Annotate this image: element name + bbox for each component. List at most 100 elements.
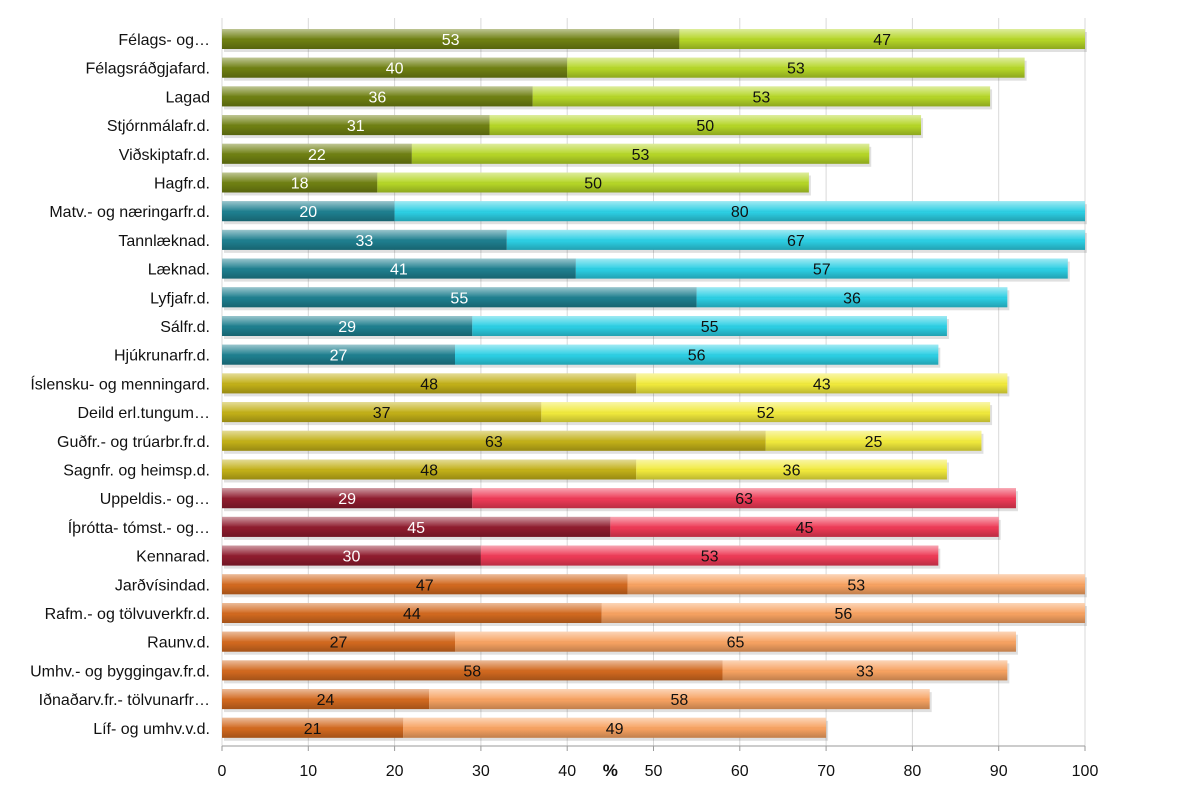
category-label: Læknad. xyxy=(148,262,210,279)
x-tick-label: 100 xyxy=(1072,763,1099,780)
category-label: Hjúkrunarfr.d. xyxy=(114,348,210,365)
value-label-series-2: 65 xyxy=(727,635,745,652)
value-label-series-2: 58 xyxy=(670,692,688,709)
bar-segment-1-shine xyxy=(222,516,611,537)
value-label-series-2: 53 xyxy=(847,577,865,594)
category-label: Rafm.- og tölvuverkfr.d. xyxy=(45,606,210,623)
bar-segment-2-shine xyxy=(455,631,1016,652)
category-label: Félags- og… xyxy=(118,32,210,49)
value-label-series-2: 36 xyxy=(843,290,861,307)
bar-segment-2-shine xyxy=(455,344,939,365)
bars: 53 47 40 53 36 53 31 50 22 53 18 50 20 80 33 67 41 57 55 36… xyxy=(222,29,1087,741)
value-label-series-1: 20 xyxy=(299,204,317,221)
bar-segment-1-shine xyxy=(222,459,637,480)
bar-segment-2-shine xyxy=(541,402,991,423)
category-label: Matv.- og næringarfr.d. xyxy=(49,204,210,221)
bar-segment-1-shine xyxy=(222,172,378,193)
value-label-series-2: 57 xyxy=(813,262,831,279)
value-label-series-2: 52 xyxy=(757,405,775,422)
bar-segment-2-shine xyxy=(472,316,947,336)
value-label-series-2: 56 xyxy=(834,606,852,623)
value-label-series-1: 48 xyxy=(420,463,438,480)
bar-segment-1-shine xyxy=(222,57,568,78)
bar-segment-1-shine xyxy=(222,201,395,222)
value-label-series-2: 43 xyxy=(813,376,831,393)
value-label-series-2: 55 xyxy=(701,319,719,336)
category-label: Hagfr.d. xyxy=(154,176,210,193)
bar-segment-2-shine xyxy=(765,430,982,451)
category-label: Lyfjafr.d. xyxy=(150,290,210,307)
bar-segment-2-shine xyxy=(532,86,991,107)
category-label: Iðnaðarv.fr.- tölvunarfr… xyxy=(39,692,210,709)
x-tick-label: 60 xyxy=(731,763,749,780)
category-label: Lagad xyxy=(166,89,211,106)
value-label-series-2: 67 xyxy=(787,233,805,250)
bar-segment-2-shine xyxy=(610,516,999,537)
category-label: Íslensku- og menningard. xyxy=(30,374,210,393)
bar-segment-2-shine xyxy=(489,115,922,136)
value-label-series-2: 50 xyxy=(696,118,714,135)
bar-segment-2-shine xyxy=(377,172,809,193)
value-label-series-1: 22 xyxy=(308,147,326,164)
category-labels: Félags- og… Félagsráðgjafard. Lagad Stjórnm… xyxy=(30,32,210,738)
bar-segment-2-shine xyxy=(627,574,1085,595)
category-label: Uppeldis.- og… xyxy=(100,491,210,508)
value-label-series-1: 40 xyxy=(386,61,404,78)
value-label-series-1: 63 xyxy=(485,434,503,451)
bar-segment-1-shine xyxy=(222,287,697,308)
bar-segment-2-shine xyxy=(636,373,1008,394)
bar-segment-1-shine xyxy=(222,631,456,652)
bar-segment-1-shine xyxy=(222,717,404,738)
category-label: Líf- og umhv.v.d. xyxy=(93,721,210,738)
value-label-series-2: 80 xyxy=(731,204,749,221)
value-label-series-2: 53 xyxy=(787,61,805,78)
category-label: Umhv.- og byggingav.fr.d. xyxy=(30,663,210,680)
x-tick-label: 90 xyxy=(990,763,1008,780)
value-label-series-1: 53 xyxy=(442,32,460,49)
bar-segment-2-shine xyxy=(601,603,1085,623)
value-label-series-1: 30 xyxy=(343,549,361,566)
value-label-series-1: 18 xyxy=(291,176,309,193)
bar-segment-2-shine xyxy=(575,258,1068,279)
category-label: Sálfr.d. xyxy=(160,319,210,336)
bar-segment-2-shine xyxy=(394,201,1086,222)
value-label-series-2: 50 xyxy=(584,176,602,193)
bar-segment-2-shine xyxy=(679,29,1085,49)
value-label-series-1: 47 xyxy=(416,577,434,594)
bar-segment-1-shine xyxy=(222,603,602,623)
bar-segment-1-shine xyxy=(222,430,766,451)
x-axis-title: % xyxy=(603,761,618,780)
category-label: Félagsráðgjafard. xyxy=(85,61,210,78)
value-label-series-1: 21 xyxy=(304,721,322,738)
value-label-series-2: 49 xyxy=(606,721,624,738)
value-label-series-1: 29 xyxy=(338,319,356,336)
bar-segment-2-shine xyxy=(722,660,1008,681)
category-label: Deild erl.tungum… xyxy=(78,405,211,422)
bar-segment-1-shine xyxy=(222,115,490,136)
x-tick-label: 10 xyxy=(299,763,317,780)
bar-segment-1-shine xyxy=(222,258,576,279)
value-label-series-1: 29 xyxy=(338,491,356,508)
bar-segment-1-shine xyxy=(222,689,430,710)
category-label: Raunv.d. xyxy=(147,635,210,652)
value-label-series-2: 36 xyxy=(783,463,801,480)
value-label-series-1: 41 xyxy=(390,262,408,279)
category-label: Sagnfr. og heimsp.d. xyxy=(63,463,210,480)
bar-segment-2-shine xyxy=(506,229,1085,250)
category-label: Guðfr.- og trúarbr.fr.d. xyxy=(57,434,210,451)
bar-segment-1-shine xyxy=(222,574,628,595)
bar-segment-1-shine xyxy=(222,143,412,164)
value-label-series-1: 24 xyxy=(317,692,335,709)
bar-segment-1-shine xyxy=(222,660,723,681)
x-axis-ticks: 0 10 20 30 40 50 60 70 80 90 100 xyxy=(218,746,1099,780)
value-label-series-1: 55 xyxy=(450,290,468,307)
value-label-series-1: 44 xyxy=(403,606,421,623)
value-label-series-1: 31 xyxy=(347,118,365,135)
bar-segment-1-shine xyxy=(222,29,680,49)
bar-segment-2-shine xyxy=(636,459,947,480)
bar-segment-1-shine xyxy=(222,488,473,509)
x-tick-label: 20 xyxy=(386,763,404,780)
value-label-series-2: 25 xyxy=(865,434,883,451)
bar-segment-1-shine xyxy=(222,316,473,336)
